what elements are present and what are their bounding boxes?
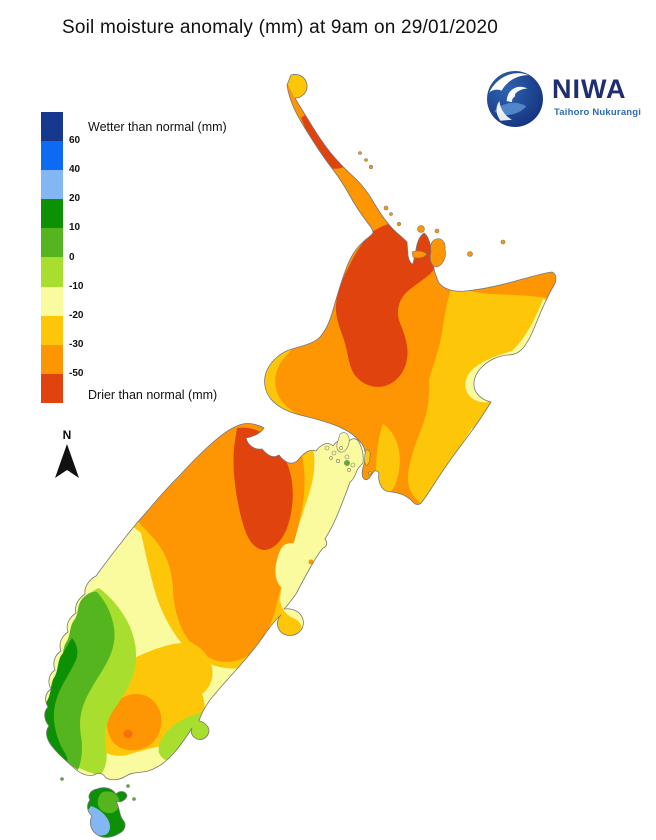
- page-title: Soil moisture anomaly (mm) at 9am on 29/…: [62, 17, 499, 38]
- ni-base: [264, 74, 556, 505]
- legend-swatch: [41, 373, 63, 403]
- legend-tick: 0: [69, 251, 75, 263]
- legend-tick: 40: [69, 164, 81, 176]
- legend-swatch: [41, 199, 63, 229]
- ni-gold-taranaki: [264, 349, 304, 417]
- st-lightblue-patch: [87, 806, 110, 836]
- niwa-logo: NIWA Taihoro Nukurangi: [486, 70, 646, 132]
- legend-tick: -50: [69, 367, 84, 379]
- legend-tick: 20: [69, 193, 81, 205]
- hen-island: [383, 205, 389, 211]
- mayor-island: [467, 251, 473, 257]
- legend-tick: -30: [69, 338, 84, 350]
- sounds-islet-7: [347, 468, 351, 472]
- mercury-island: [434, 228, 440, 234]
- legend-swatch: [41, 228, 63, 258]
- stewart-islet-3: [60, 777, 64, 781]
- legend-swatch: [41, 141, 63, 171]
- mana-island: [368, 471, 372, 475]
- north-arrow: N: [50, 428, 84, 484]
- bay-islet-2: [364, 158, 368, 162]
- sounds-islet-3: [339, 446, 343, 450]
- legend-tick: -10: [69, 280, 84, 292]
- legend-swatch: [41, 315, 63, 345]
- kawau-island: [396, 221, 402, 227]
- kapiti-island: [364, 449, 371, 466]
- legend-drier-label: Drier than normal (mm): [88, 388, 218, 402]
- stewart-island-coastline: [87, 787, 128, 838]
- legend-tick: -20: [69, 309, 84, 321]
- si-orange-coast-spot: [308, 559, 314, 565]
- south-island: [44, 423, 364, 780]
- si-red-nelson: [233, 427, 293, 550]
- legend-tick: 10: [69, 222, 81, 234]
- sounds-islet-5: [335, 458, 340, 463]
- st-green-patch: [97, 791, 120, 814]
- legend-colorbar: [41, 112, 63, 403]
- legend-swatch: [41, 112, 63, 142]
- white-island: [500, 239, 506, 245]
- si-darkgreen-fiordland: [44, 638, 78, 768]
- stewart-islet-2: [126, 784, 130, 788]
- ni-gold-kapiti: [376, 424, 400, 494]
- legend-swatch: [41, 170, 63, 200]
- si-green-southwest: [47, 591, 115, 770]
- bay-islet-3: [368, 164, 374, 170]
- little-barrier-island: [417, 225, 425, 233]
- legend-ticks: 60 40 20 10 0 -10 -20 -30 -50: [69, 112, 103, 404]
- waiheke-island: [411, 250, 428, 259]
- brand-subtitle: Taihoro Nukurangi: [554, 107, 642, 118]
- sounds-islet-1: [324, 445, 330, 451]
- legend-swatch: [41, 344, 63, 374]
- ni-red-central: [335, 220, 440, 387]
- legend-tick: 60: [69, 135, 81, 147]
- legend: 60 40 20 10 0 -10 -20 -30 -50 Wetter than normal…: [41, 112, 281, 412]
- si-deep-orange-spot: [123, 729, 133, 739]
- sounds-islet-4: [344, 454, 350, 460]
- legend-swatch: [41, 257, 63, 287]
- offshore-islands: [60, 151, 506, 801]
- north-label: N: [62, 428, 72, 442]
- stewart-island: [87, 787, 127, 838]
- sounds-islet-6: [350, 462, 356, 468]
- sounds-islet-2: [331, 450, 337, 456]
- sounds-islet-8: [329, 456, 333, 460]
- si-orange-otago: [107, 694, 162, 751]
- great-barrier-island: [429, 238, 446, 268]
- bay-islet-1: [358, 151, 362, 155]
- north-arrow-icon: [55, 444, 79, 478]
- si-lightblue-fiord-spec: [44, 749, 45, 765]
- south-island-coastline: [44, 423, 364, 781]
- legend-wetter-label: Wetter than normal (mm): [88, 120, 227, 134]
- niwa-swirl-icon: [487, 71, 543, 127]
- legend-swatch: [41, 286, 63, 316]
- stewart-islet-1: [132, 797, 136, 801]
- chicken-island: [389, 212, 393, 216]
- si-pale-kaikoura: [275, 542, 310, 590]
- brand-text: NIWA: [552, 74, 627, 104]
- sounds-green-spec: [344, 460, 350, 466]
- north-island-coastline: [264, 74, 557, 505]
